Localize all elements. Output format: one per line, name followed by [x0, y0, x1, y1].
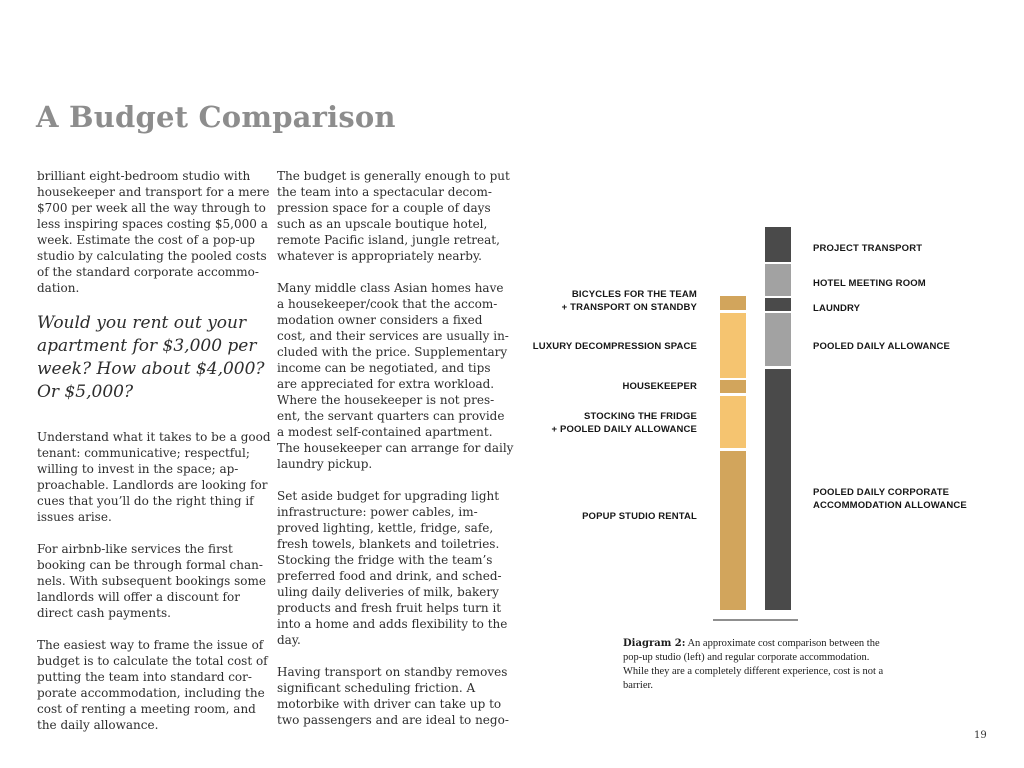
- bar-segment-popup-studio-2: [720, 380, 746, 393]
- text-column-right: The budget is generally enough to put th…: [277, 168, 519, 744]
- diagram-caption-text: An approximate cost comparison between t…: [623, 638, 884, 691]
- segment-label: PROJECT TRANSPORT: [813, 243, 923, 254]
- diagram-caption-label: Diagram 2:: [623, 638, 686, 649]
- bar-segment-corporate-accommodation-3: [765, 313, 791, 366]
- text-column-left: brilliant eight-bedroom studio with hous…: [37, 168, 279, 749]
- bar-segment-popup-studio-4: [720, 451, 746, 610]
- bar-segment-popup-studio-1: [720, 313, 746, 378]
- segment-label: BICYCLES FOR THE TEAM + TRANSPORT ON STA…: [561, 289, 697, 313]
- page-title: A Budget Comparison: [36, 100, 396, 134]
- bar-segment-corporate-accommodation-4: [765, 369, 791, 610]
- segment-label: LUXURY DECOMPRESSION SPACE: [532, 341, 697, 352]
- segment-label: STOCKING THE FRIDGE + POOLED DAILY ALLOW…: [551, 411, 697, 435]
- paragraph: The easiest way to frame the issue of bu…: [37, 638, 268, 732]
- bar-segment-popup-studio-3: [720, 396, 746, 448]
- bar-segment-popup-studio-0: [720, 296, 746, 310]
- paragraph: The budget is generally enough to put th…: [277, 169, 510, 263]
- paragraph: Understand what it takes to be a good te…: [37, 430, 271, 524]
- bar-segment-corporate-accommodation-1: [765, 264, 791, 296]
- paragraph: For airbnb-like services the first booki…: [37, 542, 266, 620]
- segment-label: HOTEL MEETING ROOM: [813, 278, 926, 289]
- page-number: 19: [974, 730, 987, 741]
- paragraph: Having transport on standby removes sign…: [277, 665, 509, 727]
- bar-segment-corporate-accommodation-2: [765, 298, 791, 311]
- segment-label: HOUSEKEEPER: [622, 381, 697, 392]
- segment-label: POOLED DAILY CORPORATE ACCOMMODATION ALL…: [813, 487, 967, 511]
- pull-quote: Would you rent out your apartment for $3…: [37, 313, 265, 402]
- segment-label: POOLED DAILY ALLOWANCE: [813, 341, 951, 352]
- paragraph: brilliant eight-bedroom studio with hous…: [37, 169, 270, 295]
- bar-segment-corporate-accommodation-0: [765, 227, 791, 262]
- diagram-baseline: [713, 619, 798, 621]
- diagram-caption: Diagram 2: An approximate cost compariso…: [623, 637, 943, 693]
- segment-label: LAUNDRY: [813, 303, 861, 314]
- paragraph: Many middle class Asian homes have a hou…: [277, 281, 514, 471]
- segment-label: POPUP STUDIO RENTAL: [582, 511, 697, 522]
- paragraph: Set aside budget for upgrading light inf…: [277, 489, 508, 647]
